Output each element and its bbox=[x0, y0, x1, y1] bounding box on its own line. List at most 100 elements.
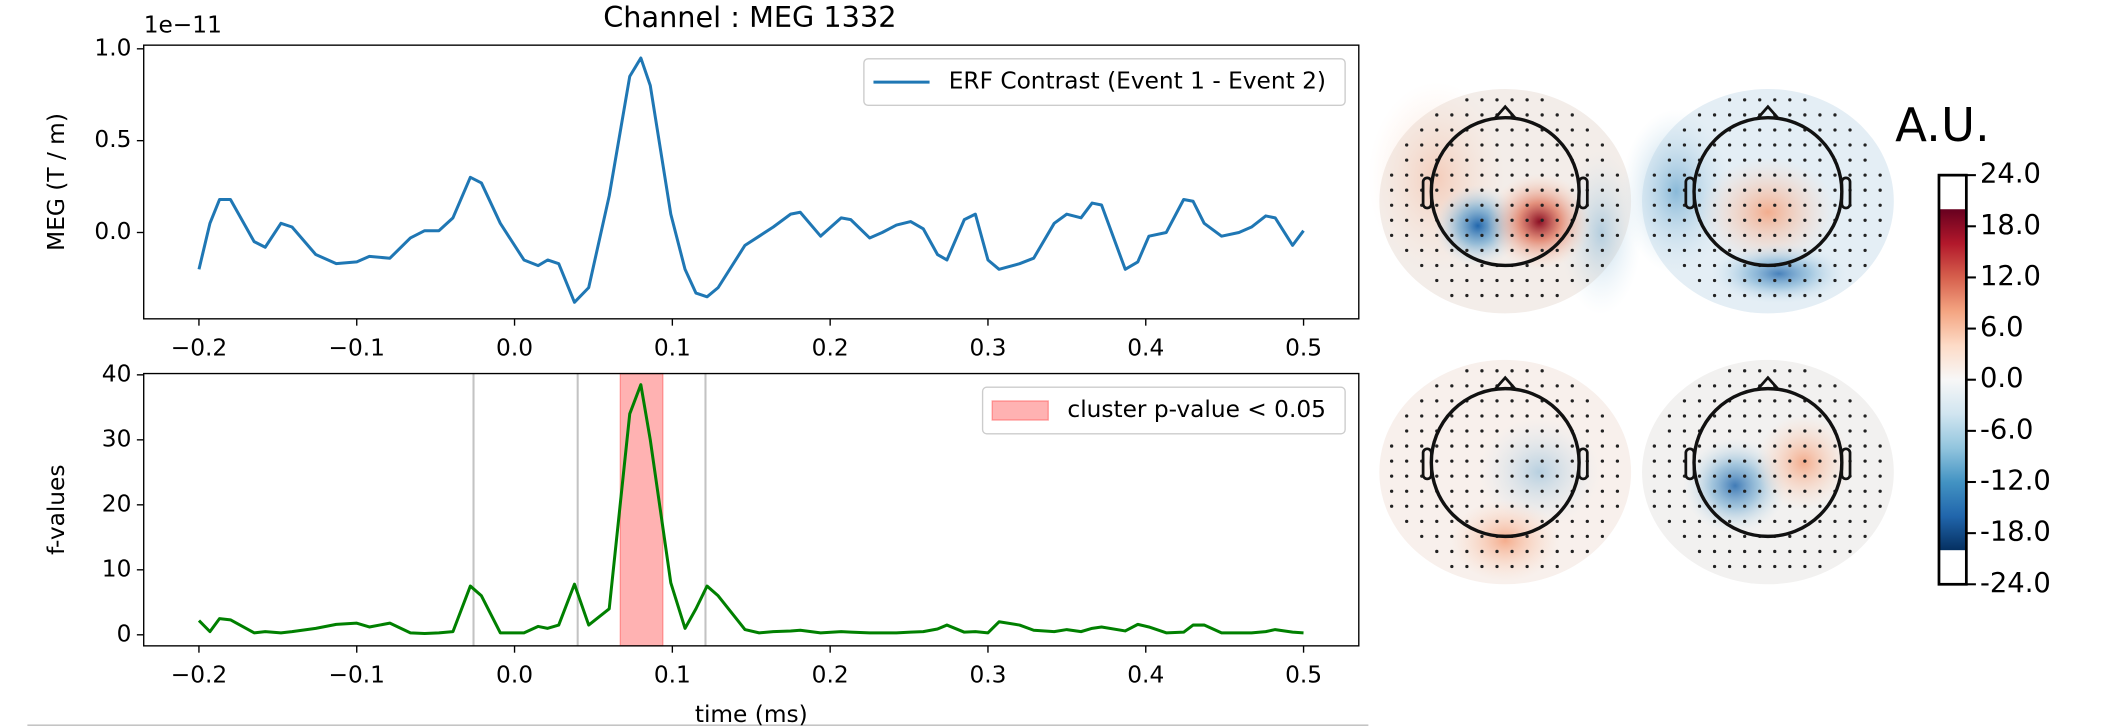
sensor-dot bbox=[1788, 369, 1792, 373]
sensor-dot bbox=[1878, 504, 1882, 508]
sensor-dot bbox=[1667, 173, 1672, 177]
sensor-dot bbox=[1525, 278, 1529, 283]
sensor-dot bbox=[1682, 534, 1687, 539]
sensor-dot bbox=[1495, 489, 1499, 493]
sensor-dot bbox=[1803, 489, 1807, 493]
head-outline bbox=[1429, 115, 1581, 268]
sensor-dot bbox=[1405, 474, 1409, 478]
sensor-dot bbox=[1389, 233, 1394, 237]
sensor-dot bbox=[1727, 173, 1732, 177]
sensor-dot bbox=[1435, 474, 1439, 478]
sensor-dot bbox=[1540, 218, 1544, 222]
sensor-dot bbox=[1525, 263, 1529, 268]
sensor-dot bbox=[1585, 549, 1589, 554]
sensor-dot bbox=[1435, 248, 1439, 253]
sensor-dot bbox=[1878, 489, 1882, 493]
sensor-dot bbox=[1405, 414, 1409, 418]
sensor-dot bbox=[1697, 549, 1702, 554]
sensor-dot bbox=[1803, 474, 1807, 478]
sensor-dot bbox=[1863, 504, 1867, 508]
sensor-dot bbox=[1555, 459, 1559, 463]
sensor-dot bbox=[1743, 278, 1747, 283]
sensor-dot bbox=[1863, 489, 1867, 493]
sensor-dot bbox=[1405, 188, 1409, 192]
sensor-dot bbox=[1863, 414, 1867, 418]
sensor-dot bbox=[1773, 459, 1777, 463]
sensor-dot bbox=[1788, 203, 1792, 207]
sensor-dot bbox=[1803, 278, 1807, 283]
topomap bbox=[1368, 82, 1643, 315]
sensor-dot bbox=[1555, 519, 1559, 523]
topo-blob bbox=[1755, 414, 1852, 511]
sensor-dot bbox=[1758, 414, 1762, 418]
sensor-dot bbox=[1803, 429, 1807, 433]
sensor-dot bbox=[1743, 263, 1747, 268]
sensor-dot bbox=[1667, 218, 1672, 222]
sensor-dot bbox=[1420, 429, 1424, 433]
sensor-dot bbox=[1389, 504, 1394, 508]
sensor-dot bbox=[1465, 263, 1469, 268]
sensor-dot bbox=[1450, 113, 1454, 117]
sensor-dot bbox=[1585, 278, 1589, 283]
sensor-dot bbox=[1758, 203, 1762, 207]
sensor-dot bbox=[1727, 98, 1732, 102]
sensor-dot bbox=[1435, 263, 1439, 268]
sensor-dot bbox=[1570, 519, 1574, 523]
sensor-dot bbox=[1758, 369, 1762, 373]
sensor-dot bbox=[1682, 519, 1687, 523]
sensor-dot bbox=[1450, 519, 1454, 523]
sensor-dot bbox=[1570, 188, 1574, 192]
sensor-dot bbox=[1863, 248, 1867, 253]
sensor-dot bbox=[1510, 429, 1514, 433]
sensor-dot bbox=[1667, 519, 1672, 523]
sensor-dot bbox=[1525, 203, 1529, 207]
sensor-dot bbox=[1389, 173, 1394, 177]
legend-swatch bbox=[991, 400, 1049, 421]
sensor-dot bbox=[1435, 399, 1439, 403]
sensor-dot bbox=[1495, 188, 1499, 192]
offset-label: 1e−11 bbox=[144, 11, 222, 38]
sensor-dot bbox=[1555, 218, 1559, 222]
sensor-dot bbox=[1682, 143, 1687, 147]
sensor-dot bbox=[1788, 519, 1792, 523]
sensor-dot bbox=[1773, 158, 1777, 162]
sensor-dot bbox=[1818, 263, 1822, 268]
sensor-dot bbox=[1848, 233, 1852, 237]
sensor-dot bbox=[1540, 564, 1544, 569]
sensor-dot bbox=[1727, 504, 1732, 508]
sensor-dot bbox=[1773, 489, 1777, 493]
sensor-dot bbox=[1833, 278, 1837, 283]
sensor-dot bbox=[1435, 504, 1439, 508]
sensor-dot bbox=[1450, 399, 1454, 403]
sensor-dot bbox=[1848, 399, 1852, 403]
sensor-dot bbox=[1600, 263, 1605, 268]
sensor-dot bbox=[1555, 263, 1559, 268]
colorbar-tick-label: 12.0 bbox=[1980, 261, 2041, 292]
sensor-dot bbox=[1465, 248, 1469, 253]
sensor-dot bbox=[1405, 504, 1409, 508]
sensor-dot bbox=[1450, 534, 1454, 539]
sensor-dot bbox=[1773, 128, 1777, 132]
sensor-dot bbox=[1712, 143, 1717, 147]
sensor-dot bbox=[1555, 278, 1559, 283]
sensor-dot bbox=[1480, 399, 1484, 403]
sensor-dot bbox=[1788, 489, 1792, 493]
head bbox=[1652, 98, 1882, 298]
sensor-dot bbox=[1652, 188, 1657, 192]
sensor-dot bbox=[1833, 384, 1837, 388]
sensor-dot bbox=[1712, 218, 1717, 222]
sensor-dot bbox=[1848, 218, 1852, 222]
sensor-dot bbox=[1667, 504, 1672, 508]
sensor-dot bbox=[1480, 459, 1484, 463]
sensor-dot bbox=[1697, 414, 1702, 418]
sensor-dot bbox=[1540, 459, 1544, 463]
sensor-dot bbox=[1435, 188, 1439, 192]
x-tick-label: 0.0 bbox=[496, 661, 533, 688]
sensor-dot bbox=[1773, 248, 1777, 253]
sensor-dot bbox=[1773, 444, 1777, 448]
colorbar-tick-label: 24.0 bbox=[1980, 159, 2041, 190]
sensor-dot bbox=[1555, 414, 1559, 418]
sensor-dot bbox=[1712, 549, 1717, 554]
sensor-dot bbox=[1803, 504, 1807, 508]
sensor-dot bbox=[1758, 549, 1762, 554]
